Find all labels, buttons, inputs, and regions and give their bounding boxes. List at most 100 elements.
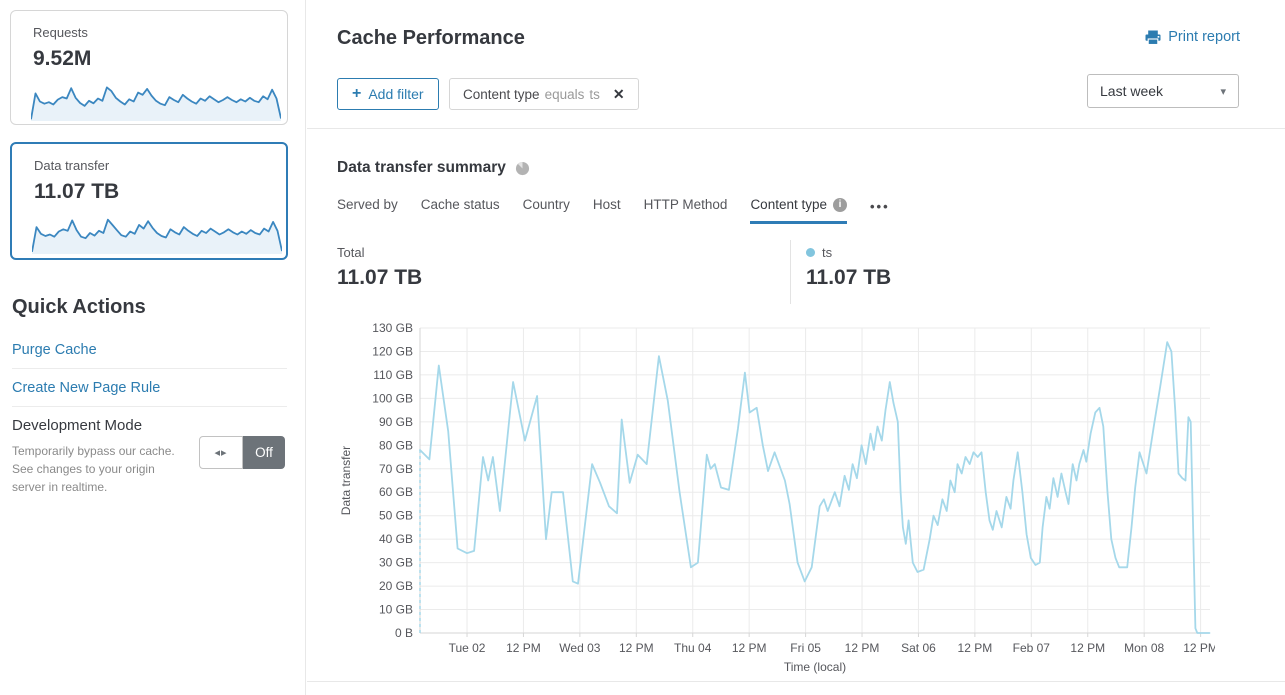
card-value: 9.52M [33, 47, 92, 70]
tab-label: Host [592, 197, 621, 212]
total-value: 11.07 TB [337, 266, 423, 289]
svg-text:130 GB: 130 GB [372, 322, 413, 335]
summary-section-title: Data transfer summary [337, 159, 530, 177]
card-value: 11.07 TB [34, 180, 120, 203]
sparkline-fill [32, 219, 282, 254]
quick-actions-title: Quick Actions [12, 296, 146, 318]
x-axis-title: Time (local) [784, 660, 846, 674]
svg-text:Wed 03: Wed 03 [559, 641, 600, 655]
chevron-down-icon: ▾ [1220, 85, 1226, 98]
data-transfer-sparkline-chart [32, 218, 282, 254]
x-axis-labels: Tue 02 12 PM Wed 03 12 PM Thu 04 12 PM Fri 05 1… [449, 633, 1218, 655]
svg-text:Mon 08: Mon 08 [1124, 641, 1164, 655]
filter-operator: equals [544, 86, 585, 102]
svg-text:Fri 05: Fri 05 [790, 641, 821, 655]
dimension-tabs: Served by Cache status Country Host HTTP… [337, 197, 890, 224]
series-value: 11.07 TB [806, 266, 892, 289]
toggle-state-label: Off [243, 436, 285, 469]
legend-dot [806, 248, 815, 257]
svg-text:Feb 07: Feb 07 [1013, 641, 1051, 655]
svg-text:20 GB: 20 GB [379, 579, 413, 593]
add-filter-button[interactable]: + Add filter [337, 78, 439, 110]
printer-icon [1145, 30, 1161, 45]
page-title: Cache Performance [337, 27, 525, 49]
svg-text:110 GB: 110 GB [373, 368, 413, 382]
card-label: Data transfer [34, 158, 110, 173]
tab-label: Cache status [420, 197, 500, 212]
svg-text:80 GB: 80 GB [379, 438, 413, 452]
chart-canvas: 0 B 10 GB 20 GB 30 GB 40 GB 50 GB 60 GB 70 GB 80… [339, 321, 1218, 674]
dev-mode-title: Development Mode [12, 417, 143, 434]
divider [12, 406, 287, 407]
svg-text:12 PM: 12 PM [1183, 641, 1215, 655]
tab-label: Country [522, 197, 570, 212]
tab-content-type[interactable]: Content type i [750, 197, 847, 224]
svg-text:40 GB: 40 GB [379, 532, 413, 546]
time-range-select[interactable]: Last week ▾ [1087, 74, 1239, 108]
svg-text:12 PM: 12 PM [958, 641, 993, 655]
svg-text:50 GB: 50 GB [379, 509, 413, 523]
svg-text:Sat 06: Sat 06 [901, 641, 936, 655]
summary-title-text: Data transfer summary [337, 159, 506, 176]
svg-text:100 GB: 100 GB [372, 391, 413, 405]
sparkline-fill [31, 87, 281, 121]
filter-chip-content-type[interactable]: Content type equals ts ✕ [449, 78, 639, 110]
more-tabs-button[interactable]: ••• [870, 199, 890, 214]
print-report-button[interactable]: Print report [1145, 29, 1240, 45]
y-axis-title: Data transfer [339, 446, 353, 515]
purge-cache-link[interactable]: Purge Cache [12, 342, 97, 358]
sparkline-line [31, 86, 281, 120]
svg-text:0 B: 0 B [395, 626, 413, 640]
svg-text:12 PM: 12 PM [619, 641, 654, 655]
tab-label: HTTP Method [643, 197, 728, 212]
svg-text:12 PM: 12 PM [732, 641, 767, 655]
info-icon[interactable]: i [833, 197, 847, 212]
metric-card-data-transfer[interactable]: Data transfer 11.07 TB [10, 142, 288, 260]
total-label: Total [337, 245, 365, 260]
dev-mode-toggle[interactable]: ◂▸ Off [199, 436, 285, 469]
analytics-sidebar: Requests 9.52M Data transfer 11.07 TB Qu… [0, 0, 306, 695]
legend-divider [790, 240, 791, 304]
metric-card-requests[interactable]: Requests 9.52M [10, 10, 288, 125]
tab-label: Content type [750, 197, 827, 212]
add-filter-label: Add filter [368, 86, 424, 102]
create-page-rule-link[interactable]: Create New Page Rule [12, 380, 161, 396]
y-axis-labels: 0 B 10 GB 20 GB 30 GB 40 GB 50 GB 60 GB 70 GB 80… [372, 321, 413, 640]
tab-label: Served by [337, 197, 398, 212]
pie-chart-icon [515, 161, 529, 175]
header-divider [307, 128, 1285, 129]
print-report-label: Print report [1168, 29, 1240, 45]
svg-text:12 PM: 12 PM [1070, 641, 1105, 655]
series-label: ts [822, 245, 833, 260]
svg-text:120 GB: 120 GB [372, 344, 413, 358]
svg-text:90 GB: 90 GB [379, 415, 413, 429]
card-label: Requests [33, 25, 88, 40]
data-transfer-chart: 0 B 10 GB 20 GB 30 GB 40 GB 50 GB 60 GB 70 GB 80… [330, 321, 1218, 683]
svg-text:Tue 02: Tue 02 [449, 641, 486, 655]
filter-value: ts [589, 86, 600, 102]
svg-text:30 GB: 30 GB [379, 556, 413, 570]
dev-mode-description: Temporarily bypass our cache. See change… [12, 444, 175, 494]
tab-host[interactable]: Host [593, 197, 621, 224]
requests-sparkline-chart [31, 86, 281, 121]
svg-text:60 GB: 60 GB [379, 485, 413, 499]
tab-cache-status[interactable]: Cache status [421, 197, 500, 224]
tab-country[interactable]: Country [523, 197, 570, 224]
sparkline-line [32, 218, 282, 253]
svg-text:70 GB: 70 GB [379, 462, 413, 476]
toggle-arrows-icon: ◂▸ [214, 447, 228, 459]
tab-served-by[interactable]: Served by [337, 197, 398, 224]
svg-text:12 PM: 12 PM [506, 641, 541, 655]
tab-http-method[interactable]: HTTP Method [644, 197, 728, 224]
plus-icon: + [352, 85, 362, 102]
filter-field: Content type [463, 86, 540, 102]
svg-text:10 GB: 10 GB [379, 603, 413, 617]
remove-filter-icon[interactable]: ✕ [612, 85, 625, 102]
svg-text:Thu 04: Thu 04 [674, 641, 712, 655]
series-legend-ts: ts [806, 245, 832, 260]
gridlines [420, 327, 1210, 634]
svg-text:12 PM: 12 PM [845, 641, 880, 655]
series-line-ts [419, 341, 1211, 634]
section-divider [307, 681, 1285, 682]
